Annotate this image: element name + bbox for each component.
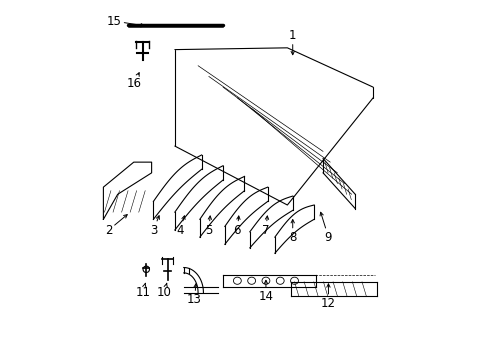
Text: 11: 11 [135,283,150,299]
Text: 12: 12 [320,284,335,310]
Text: 13: 13 [187,284,202,306]
Text: 6: 6 [233,216,241,237]
Text: 14: 14 [258,280,273,303]
Text: 4: 4 [176,216,184,237]
Text: 1: 1 [288,29,296,55]
Text: 9: 9 [320,212,331,244]
Text: 5: 5 [204,216,212,237]
Text: 2: 2 [105,215,127,237]
Text: 10: 10 [156,283,171,299]
Text: 3: 3 [149,216,159,237]
Text: 7: 7 [262,216,269,237]
Text: 15: 15 [106,14,144,27]
Text: 8: 8 [288,220,296,244]
Text: 16: 16 [126,73,141,90]
